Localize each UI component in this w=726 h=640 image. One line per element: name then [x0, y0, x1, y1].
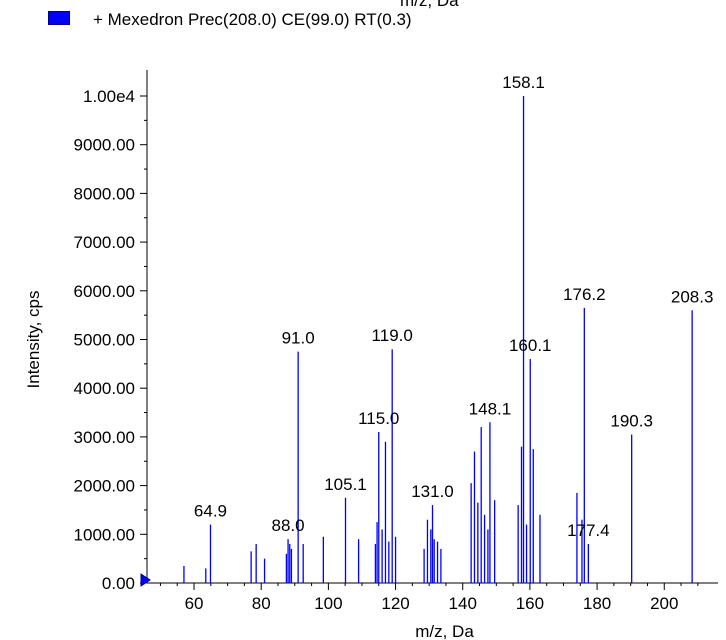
y-tick-label: 9000.00: [74, 136, 135, 155]
peak-label: 131.0: [411, 482, 454, 501]
y-tick-label: 0.00: [102, 574, 135, 593]
x-tick-label: 160: [516, 594, 544, 613]
spectrum-bars: [183, 96, 693, 583]
peak-label: 64.9: [194, 502, 227, 521]
peak-label: 208.3: [671, 287, 714, 306]
peak-label: 176.2: [563, 285, 606, 304]
ticks: 60 80 100 120 140 160 180 2000.001000.002000.00…: [74, 87, 699, 613]
legend-label: + Mexedron Prec(208.0) CE(99.0) RT(0.3): [93, 10, 412, 29]
x-tick-label: 60: [185, 594, 204, 613]
y-tick-label: 1.00e4: [83, 87, 135, 106]
peak-label: 119.0: [372, 326, 413, 345]
y-axis-zero-marker: [140, 573, 151, 587]
x-tick-label: 120: [381, 594, 409, 613]
y-tick-label: 3000.00: [74, 428, 135, 447]
peak-labels: 64.9 88.0 91.0 105.1 115.0 119.0 131.0 148.1 158…: [194, 73, 713, 540]
y-tick-label: 6000.00: [74, 282, 135, 301]
x-tick-label: 100: [314, 594, 342, 613]
x-tick-label: 140: [449, 594, 477, 613]
y-axis-title: Intensity, cps: [24, 291, 43, 389]
peak-label: 148.1: [469, 399, 512, 418]
y-tick-label: 7000.00: [74, 233, 135, 252]
x-tick-label: 200: [650, 594, 678, 613]
y-tick-label: 1000.00: [74, 525, 135, 544]
peak-label: 190.3: [610, 411, 653, 430]
peak-label: 177.4: [567, 521, 610, 540]
y-tick-label: 8000.00: [74, 184, 135, 203]
peak-label: 105.1: [324, 475, 367, 494]
y-tick-label: 4000.00: [74, 379, 135, 398]
peak-label: 160.1: [509, 336, 552, 355]
x-tick-label: 180: [583, 594, 611, 613]
y-tick-label: 2000.00: [74, 477, 135, 496]
x-tick-label: 80: [252, 594, 271, 613]
x-axis-title-top-clipped: m/z, Da: [400, 0, 459, 10]
y-tick-label: 5000.00: [74, 331, 135, 350]
peak-label: 115.0: [358, 409, 399, 428]
peak-label: 91.0: [282, 329, 315, 348]
x-axis-title: m/z, Da: [415, 622, 474, 640]
peak-label: 158.1: [502, 73, 545, 92]
legend-swatch: [48, 11, 70, 25]
peak-label: 88.0: [272, 516, 305, 535]
